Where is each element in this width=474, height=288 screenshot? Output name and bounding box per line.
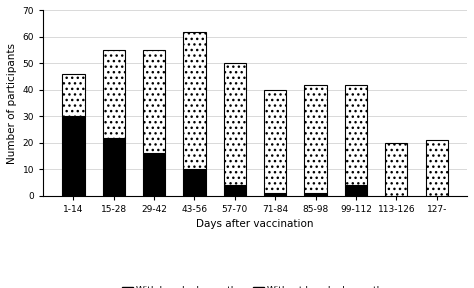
Bar — [264, 90, 286, 193]
Y-axis label: Number of participants: Number of participants — [7, 43, 17, 164]
Bar — [264, 193, 286, 196]
Bar — [385, 143, 408, 196]
Bar — [304, 85, 327, 193]
Bar — [224, 63, 246, 185]
Bar — [345, 185, 367, 196]
Bar — [143, 154, 165, 196]
Bar — [224, 185, 246, 196]
Legend: With lymphadenopathy, Without lymphadenopathy: With lymphadenopathy, Without lymphadeno… — [118, 283, 392, 288]
Bar — [62, 116, 84, 196]
Bar — [183, 169, 206, 196]
X-axis label: Days after vaccination: Days after vaccination — [196, 219, 314, 230]
Bar — [426, 140, 448, 196]
Bar — [183, 32, 206, 169]
Bar — [345, 85, 367, 185]
Bar — [103, 50, 125, 138]
Bar — [103, 138, 125, 196]
Bar — [304, 193, 327, 196]
Bar — [62, 74, 84, 116]
Bar — [143, 50, 165, 154]
